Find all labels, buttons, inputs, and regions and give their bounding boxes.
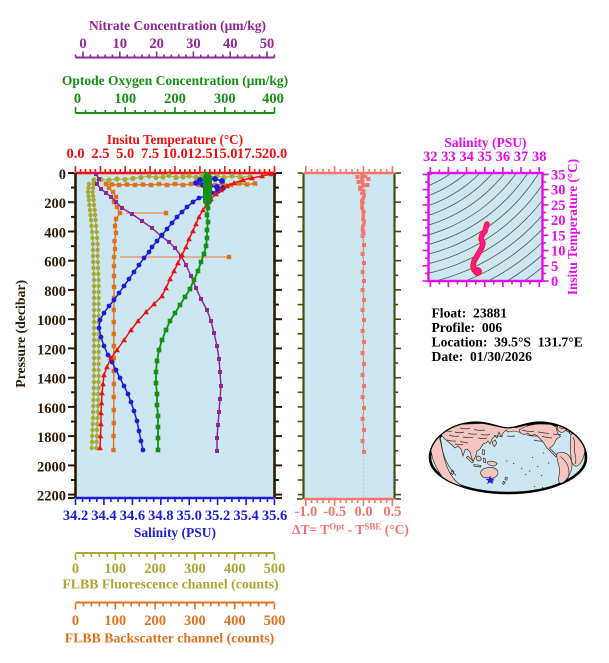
svg-text:1800: 1800 xyxy=(37,430,66,446)
svg-text:50: 50 xyxy=(260,36,275,52)
svg-text:500: 500 xyxy=(264,561,286,577)
svg-text:0.0: 0.0 xyxy=(354,504,372,520)
svg-text:100: 100 xyxy=(114,91,136,107)
svg-text:FLBB Backscatter channel (coun: FLBB Backscatter channel (counts) xyxy=(65,631,274,647)
svg-text:-0.5: -0.5 xyxy=(323,504,346,520)
svg-text:0: 0 xyxy=(551,274,558,290)
svg-text:Optode Oxygen Concentration (μ: Optode Oxygen Concentration (μm/kg) xyxy=(62,73,288,88)
svg-text:800: 800 xyxy=(44,284,66,300)
svg-text:Pressure (decibar): Pressure (decibar) xyxy=(13,280,29,388)
svg-text:100: 100 xyxy=(104,561,126,577)
svg-text:34: 34 xyxy=(459,149,474,165)
svg-text:35.0: 35.0 xyxy=(177,508,202,524)
svg-text:34.4: 34.4 xyxy=(91,508,116,524)
svg-text:30: 30 xyxy=(551,183,566,199)
svg-text:1400: 1400 xyxy=(37,372,66,388)
svg-text:-1.0: -1.0 xyxy=(294,504,317,520)
svg-text:5.0: 5.0 xyxy=(116,146,134,162)
svg-text:34.6: 34.6 xyxy=(120,508,145,524)
svg-text:20: 20 xyxy=(149,36,164,52)
svg-text:200: 200 xyxy=(44,196,66,212)
svg-text:600: 600 xyxy=(44,255,66,271)
svg-text:15: 15 xyxy=(551,228,566,244)
svg-text:17.5: 17.5 xyxy=(237,146,262,162)
svg-text:FLBB Fluorescence channel (cou: FLBB Fluorescence channel (counts) xyxy=(62,577,278,593)
svg-text:30: 30 xyxy=(186,36,201,52)
svg-text:2.5: 2.5 xyxy=(91,146,109,162)
svg-text:2200: 2200 xyxy=(37,489,66,505)
svg-text:200: 200 xyxy=(164,91,186,107)
svg-text:Salinity (PSU): Salinity (PSU) xyxy=(444,135,526,150)
svg-text:25: 25 xyxy=(551,198,566,214)
svg-text:400: 400 xyxy=(262,91,284,107)
svg-text:37: 37 xyxy=(514,149,529,165)
svg-text:20: 20 xyxy=(551,213,566,229)
svg-text:15.0: 15.0 xyxy=(212,146,237,162)
svg-text:Profile: 006: Profile: 006 xyxy=(432,320,503,335)
svg-text:1200: 1200 xyxy=(37,342,66,358)
svg-text:0: 0 xyxy=(72,613,79,629)
svg-text:34.8: 34.8 xyxy=(148,508,173,524)
svg-text:35: 35 xyxy=(551,167,566,183)
svg-text:32: 32 xyxy=(423,149,438,165)
svg-text:Insitu Temperature (°C): Insitu Temperature (°C) xyxy=(565,159,580,295)
svg-text:7.5: 7.5 xyxy=(141,146,159,162)
svg-text:33: 33 xyxy=(441,149,456,165)
svg-text:35: 35 xyxy=(478,149,493,165)
svg-text:Location: 39.5°S 131.7°E: Location: 39.5°S 131.7°E xyxy=(432,335,583,350)
svg-text:20.0: 20.0 xyxy=(262,146,287,162)
svg-text:40: 40 xyxy=(223,36,238,52)
svg-text:35.4: 35.4 xyxy=(233,508,258,524)
svg-text:1000: 1000 xyxy=(37,313,66,329)
svg-text:0: 0 xyxy=(72,561,79,577)
svg-text:Insitu Temperature (°C): Insitu Temperature (°C) xyxy=(107,132,243,147)
svg-text:10: 10 xyxy=(113,36,128,52)
svg-text:ΔT= TOpt - TSBE (°C): ΔT= TOpt - TSBE (°C) xyxy=(292,522,409,538)
svg-text:10: 10 xyxy=(551,244,566,260)
svg-text:1600: 1600 xyxy=(37,401,66,417)
svg-text:400: 400 xyxy=(44,226,66,242)
svg-text:500: 500 xyxy=(264,613,286,629)
svg-text:100: 100 xyxy=(104,613,126,629)
svg-text:34.2: 34.2 xyxy=(63,508,88,524)
svg-text:400: 400 xyxy=(224,613,246,629)
svg-text:35.6: 35.6 xyxy=(262,508,287,524)
svg-text:2000: 2000 xyxy=(37,459,66,475)
svg-text:Date: 01/30/2026: Date: 01/30/2026 xyxy=(432,349,533,364)
svg-text:Salinity (PSU): Salinity (PSU) xyxy=(134,525,216,540)
svg-text:300: 300 xyxy=(184,561,206,577)
svg-text:0: 0 xyxy=(79,36,86,52)
svg-text:35.2: 35.2 xyxy=(205,508,230,524)
svg-text:0.5: 0.5 xyxy=(383,504,401,520)
svg-text:200: 200 xyxy=(144,613,166,629)
svg-text:38: 38 xyxy=(532,149,547,165)
svg-text:Float: 23881: Float: 23881 xyxy=(432,306,508,321)
svg-text:Nitrate Concentration (μm/kg): Nitrate Concentration (μm/kg) xyxy=(89,18,266,33)
svg-text:36: 36 xyxy=(496,149,511,165)
svg-text:0: 0 xyxy=(74,91,81,107)
svg-text:5: 5 xyxy=(551,259,558,275)
svg-text:300: 300 xyxy=(184,613,206,629)
svg-text:300: 300 xyxy=(214,91,236,107)
svg-text:0.0: 0.0 xyxy=(66,146,84,162)
svg-text:200: 200 xyxy=(144,561,166,577)
svg-text:12.5: 12.5 xyxy=(187,146,212,162)
svg-text:10.0: 10.0 xyxy=(162,146,187,162)
svg-text:0: 0 xyxy=(59,167,66,183)
svg-text:400: 400 xyxy=(224,561,246,577)
